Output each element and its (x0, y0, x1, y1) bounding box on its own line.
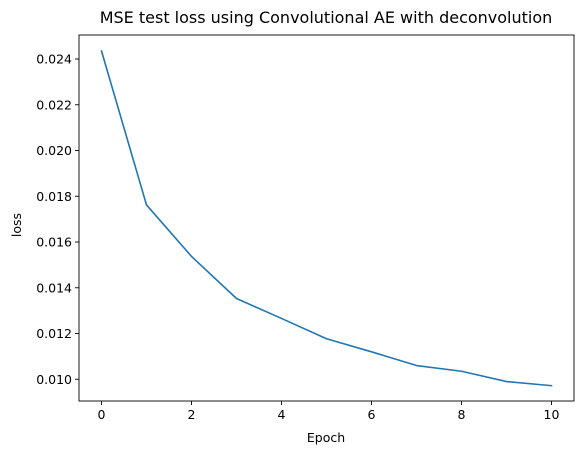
x-tick-label: 8 (458, 407, 466, 422)
y-tick-label: 0.014 (36, 280, 72, 295)
y-tick-label: 0.010 (36, 372, 72, 387)
x-tick-label: 0 (98, 407, 106, 422)
y-tick-label: 0.012 (36, 326, 72, 341)
x-tick-label: 10 (544, 407, 560, 422)
x-tick-label: 6 (368, 407, 376, 422)
y-axis-label: loss (9, 213, 24, 237)
x-tick-label: 4 (278, 407, 286, 422)
y-tick-label: 0.024 (36, 52, 72, 67)
y-tick-label: 0.020 (36, 143, 72, 158)
x-axis-label: Epoch (307, 430, 345, 445)
x-tick-label: 2 (188, 407, 196, 422)
y-tick-label: 0.022 (36, 97, 72, 112)
y-tick-label: 0.018 (36, 189, 72, 204)
chart-title: MSE test loss using Convolutional AE wit… (100, 8, 553, 27)
y-tick-label: 0.016 (36, 235, 72, 250)
